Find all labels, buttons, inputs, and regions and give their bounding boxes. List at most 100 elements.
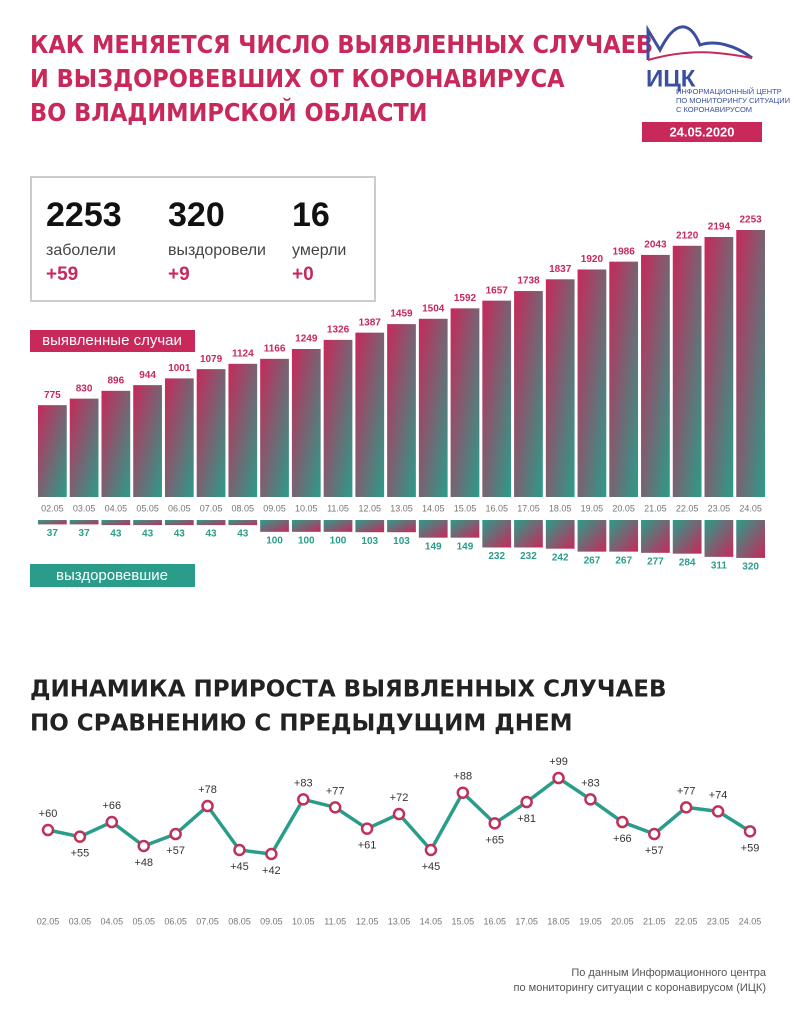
bar: [577, 520, 607, 552]
value-label: 2043: [644, 240, 667, 251]
bar: [196, 369, 226, 497]
marker: [711, 805, 725, 818]
value-label: +59: [741, 842, 760, 854]
value-label: 1079: [200, 354, 223, 365]
value-label: +55: [71, 848, 90, 860]
value-label: 43: [206, 529, 218, 540]
bar: [672, 245, 702, 497]
marker: [105, 815, 119, 829]
value-label: 320: [742, 562, 759, 573]
footer: по мониторингу ситуации с коронавирусом …: [514, 982, 766, 994]
bar: [228, 520, 258, 526]
x-tick-label: 02.05: [41, 503, 64, 513]
value-label: +78: [198, 784, 217, 796]
bar: [228, 363, 258, 497]
bar: [641, 520, 670, 553]
logo-mark: [646, 24, 753, 60]
value-label: +81: [517, 813, 536, 825]
value-label: +83: [294, 777, 313, 789]
value-label: 43: [237, 529, 249, 540]
stat-label: умерли: [292, 242, 346, 259]
value-label: 242: [552, 552, 569, 563]
bar: [736, 520, 765, 558]
x-tick-label: 02.05: [37, 916, 60, 926]
value-label: 830: [76, 383, 93, 394]
value-label: 267: [584, 555, 601, 566]
marker: [456, 786, 470, 799]
bar: [323, 520, 353, 532]
value-label: +61: [358, 840, 377, 852]
bar: [38, 520, 67, 525]
x-tick-label: 23.05: [708, 503, 731, 513]
legend-label: выздоровевшие: [56, 567, 168, 584]
bar: [164, 378, 194, 497]
value-label: 103: [361, 536, 378, 547]
bar: [291, 520, 321, 532]
value-label: 775: [44, 390, 61, 401]
bar: [164, 520, 194, 526]
legend-box: [30, 330, 195, 352]
bar: [609, 520, 639, 552]
value-label: 1592: [454, 293, 477, 304]
bar: [69, 520, 99, 525]
bar: [609, 261, 639, 497]
bar: [545, 279, 575, 497]
value-label: 1124: [232, 348, 254, 359]
value-label: 1249: [295, 334, 318, 345]
value-label: +48: [134, 857, 153, 869]
marker: [297, 793, 310, 806]
stat-delta: +59: [46, 264, 78, 285]
x-tick-label: 09.05: [263, 503, 286, 513]
value-label: +57: [166, 845, 185, 857]
x-tick-label: 07.05: [196, 916, 219, 926]
marker: [743, 825, 757, 838]
marker: [648, 827, 661, 841]
bar: [450, 308, 480, 497]
x-tick-label: 14.05: [422, 503, 445, 513]
marker: [424, 843, 438, 857]
stat-label: заболели: [46, 242, 116, 259]
x-tick-label: 07.05: [200, 503, 223, 513]
x-tick-label: 06.05: [164, 916, 187, 926]
marker: [201, 799, 214, 813]
x-tick-label: 12.05: [358, 503, 381, 513]
value-label: 944: [139, 370, 156, 381]
value-label: +45: [422, 861, 441, 873]
logo: ИЦК: [646, 65, 696, 92]
marker: [488, 817, 501, 830]
bar: [387, 324, 416, 497]
x-tick-label: 16.05: [485, 503, 508, 513]
bar: [355, 332, 385, 497]
value-label: +65: [485, 834, 504, 846]
x-tick-label: 13.05: [390, 503, 413, 513]
stat-delta: +9: [168, 264, 190, 285]
x-tick-label: 18.05: [549, 503, 572, 513]
marker: [73, 830, 87, 843]
bar: [704, 520, 734, 557]
bar: [260, 520, 289, 532]
title: ВО ВЛАДИМИРСКОЙ ОБЛАСТИ: [30, 98, 428, 127]
x-tick-label: 17.05: [515, 916, 538, 926]
x-tick-label: 24.05: [739, 916, 762, 926]
x-tick-label: 16.05: [483, 916, 506, 926]
bar: [133, 385, 162, 497]
bar: [545, 520, 575, 549]
x-tick-label: 08.05: [232, 503, 255, 513]
bar: [38, 405, 67, 497]
x-tick-label: 12.05: [356, 916, 379, 926]
bar: [641, 254, 670, 497]
value-label: 232: [488, 551, 505, 562]
bar: [387, 520, 416, 533]
x-tick-label: 05.05: [132, 916, 155, 926]
x-tick-label: 15.05: [452, 916, 475, 926]
value-label: 43: [110, 529, 122, 540]
value-label: +74: [709, 789, 728, 801]
value-label: 100: [266, 535, 283, 546]
x-tick-label: 23.05: [707, 916, 730, 926]
bar: [418, 318, 448, 497]
x-tick-label: 11.05: [324, 916, 346, 926]
bar: [196, 520, 226, 526]
bar: [101, 390, 131, 497]
bar: [291, 348, 321, 497]
